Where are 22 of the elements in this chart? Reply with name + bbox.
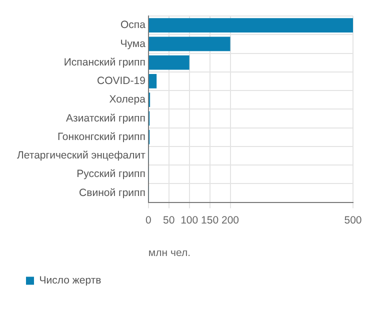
y-tick-label: Азиатский грипп bbox=[66, 112, 146, 124]
legend-label: Число жертв bbox=[39, 274, 102, 287]
x-tick-label: 0 bbox=[146, 214, 152, 226]
y-tick-label: Летаргический энцефалит bbox=[17, 150, 146, 162]
y-tick-label: Русский грипп bbox=[76, 168, 146, 180]
x-tick-label: 200 bbox=[221, 214, 240, 226]
y-tick-label: COVID-19 bbox=[96, 75, 146, 88]
x-tick-label: 50 bbox=[163, 214, 175, 226]
bar bbox=[148, 36, 230, 52]
x-tick-label: 100 bbox=[180, 214, 198, 226]
bar bbox=[148, 18, 353, 33]
bar bbox=[148, 55, 190, 70]
x-tick-label: 150 bbox=[201, 214, 219, 226]
y-tick-label: Холера bbox=[109, 94, 146, 106]
y-tick-label: Испанский грипп bbox=[64, 56, 146, 68]
y-tick-label: Чума bbox=[120, 38, 146, 50]
x-axis-title: млн чел. bbox=[148, 247, 190, 260]
y-tick-label: Гонконгский грипп bbox=[57, 130, 146, 143]
x-tick-label: 500 bbox=[344, 214, 362, 226]
y-tick-label: Свиной грипп bbox=[79, 186, 146, 199]
y-tick-label: Оспа bbox=[120, 19, 146, 32]
bar bbox=[148, 74, 157, 88]
